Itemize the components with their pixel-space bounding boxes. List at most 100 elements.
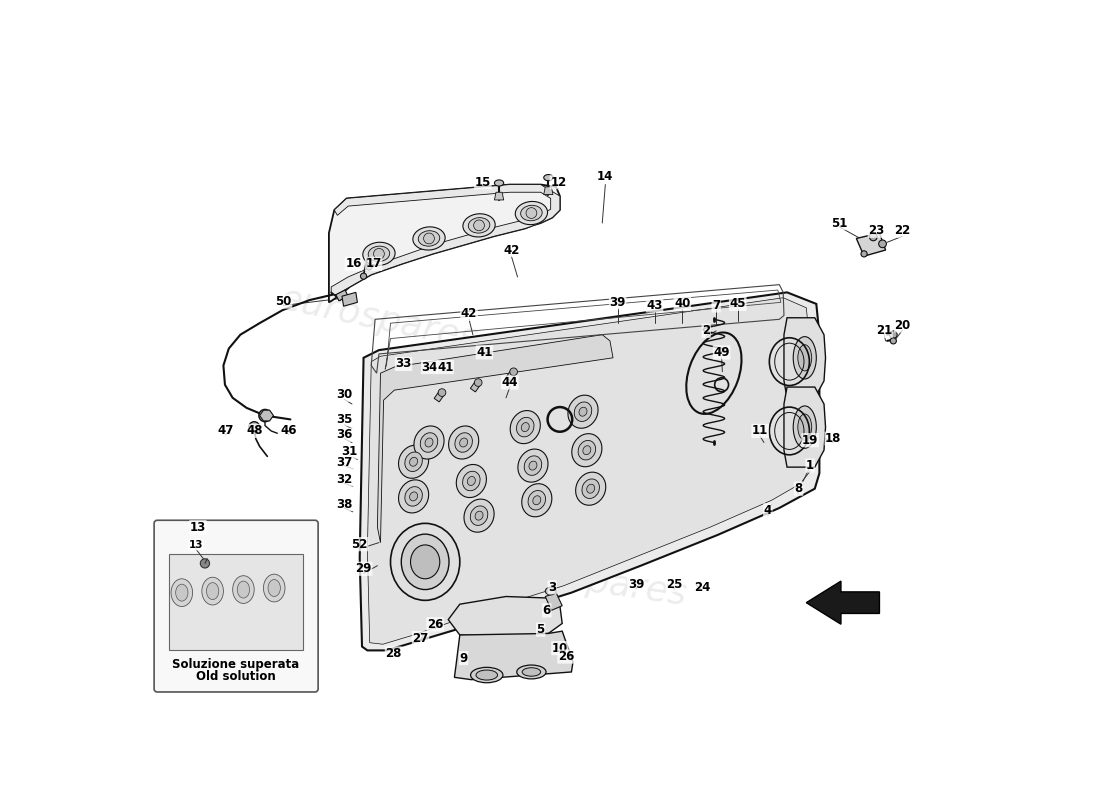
Text: 40: 40 [674, 298, 691, 310]
Text: 52: 52 [352, 538, 367, 550]
Text: 29: 29 [355, 562, 372, 575]
Ellipse shape [798, 414, 812, 440]
Ellipse shape [546, 587, 557, 595]
Polygon shape [367, 298, 808, 644]
Text: 37: 37 [337, 456, 352, 469]
Text: 2: 2 [702, 324, 711, 338]
Text: 34: 34 [421, 361, 438, 374]
Ellipse shape [170, 578, 192, 606]
Text: 6: 6 [542, 604, 551, 617]
Circle shape [249, 422, 260, 433]
Text: 39: 39 [609, 296, 626, 309]
Ellipse shape [798, 345, 812, 371]
Circle shape [258, 410, 272, 422]
Text: 27: 27 [412, 631, 429, 645]
Ellipse shape [368, 246, 389, 262]
Text: 33: 33 [396, 358, 411, 370]
Ellipse shape [475, 511, 483, 520]
Text: 13: 13 [188, 540, 202, 550]
Text: 23: 23 [868, 224, 884, 238]
Ellipse shape [574, 402, 592, 422]
Circle shape [424, 233, 434, 244]
Polygon shape [449, 597, 562, 637]
Text: 19: 19 [802, 434, 818, 446]
Ellipse shape [238, 581, 250, 598]
Text: 49: 49 [713, 346, 730, 359]
Text: Old solution: Old solution [196, 670, 276, 683]
Ellipse shape [414, 426, 444, 459]
Ellipse shape [463, 214, 495, 237]
Text: eurospares: eurospares [276, 282, 482, 357]
Polygon shape [377, 334, 613, 542]
Ellipse shape [575, 472, 606, 506]
Text: 10: 10 [552, 642, 568, 654]
Ellipse shape [510, 410, 540, 444]
Circle shape [374, 249, 384, 259]
Circle shape [438, 389, 446, 397]
Ellipse shape [425, 438, 433, 447]
Ellipse shape [568, 395, 598, 428]
Polygon shape [495, 192, 504, 200]
Ellipse shape [471, 667, 503, 682]
Ellipse shape [398, 480, 429, 513]
Ellipse shape [202, 578, 223, 605]
Text: 1: 1 [806, 459, 814, 472]
Ellipse shape [543, 174, 553, 181]
Polygon shape [856, 233, 886, 256]
Ellipse shape [398, 445, 429, 478]
Polygon shape [784, 318, 825, 398]
Text: 3: 3 [548, 581, 557, 594]
Text: 15: 15 [475, 176, 491, 189]
Ellipse shape [476, 670, 497, 680]
Text: 12: 12 [550, 176, 566, 189]
Polygon shape [331, 185, 560, 294]
Ellipse shape [582, 479, 600, 498]
Ellipse shape [520, 206, 542, 221]
Ellipse shape [518, 449, 548, 482]
Text: 42: 42 [503, 243, 519, 257]
Ellipse shape [390, 523, 460, 600]
Text: 43: 43 [647, 299, 663, 312]
Ellipse shape [521, 422, 529, 431]
Ellipse shape [455, 433, 472, 452]
Bar [168, 554, 304, 650]
Ellipse shape [517, 665, 546, 679]
Polygon shape [471, 381, 481, 392]
Text: 51: 51 [832, 217, 848, 230]
Circle shape [861, 250, 867, 257]
Polygon shape [360, 292, 820, 650]
Ellipse shape [418, 230, 440, 246]
Circle shape [890, 338, 896, 344]
Text: 41: 41 [476, 346, 493, 359]
Text: 26: 26 [558, 650, 574, 663]
Ellipse shape [579, 407, 587, 416]
Ellipse shape [522, 668, 541, 676]
Text: 47: 47 [218, 425, 234, 438]
Text: 13: 13 [190, 521, 206, 534]
Polygon shape [546, 593, 562, 610]
Polygon shape [454, 631, 573, 680]
Ellipse shape [268, 579, 280, 597]
Ellipse shape [412, 227, 446, 250]
Text: 39: 39 [628, 578, 645, 591]
Text: 48: 48 [246, 425, 263, 438]
Polygon shape [543, 187, 553, 194]
Text: 50: 50 [275, 295, 292, 308]
Text: 24: 24 [694, 581, 711, 594]
Ellipse shape [517, 418, 534, 437]
Ellipse shape [460, 438, 467, 447]
Ellipse shape [532, 496, 541, 505]
FancyBboxPatch shape [154, 520, 318, 692]
Ellipse shape [572, 434, 602, 466]
Polygon shape [434, 391, 444, 402]
Ellipse shape [525, 456, 541, 475]
Ellipse shape [420, 433, 438, 452]
Text: 5: 5 [537, 623, 544, 636]
Circle shape [366, 264, 372, 270]
Text: 46: 46 [280, 425, 297, 438]
Text: 35: 35 [337, 413, 352, 426]
Text: 45: 45 [729, 298, 746, 310]
Text: 17: 17 [365, 258, 382, 270]
Text: 30: 30 [337, 388, 352, 402]
Polygon shape [806, 581, 880, 624]
